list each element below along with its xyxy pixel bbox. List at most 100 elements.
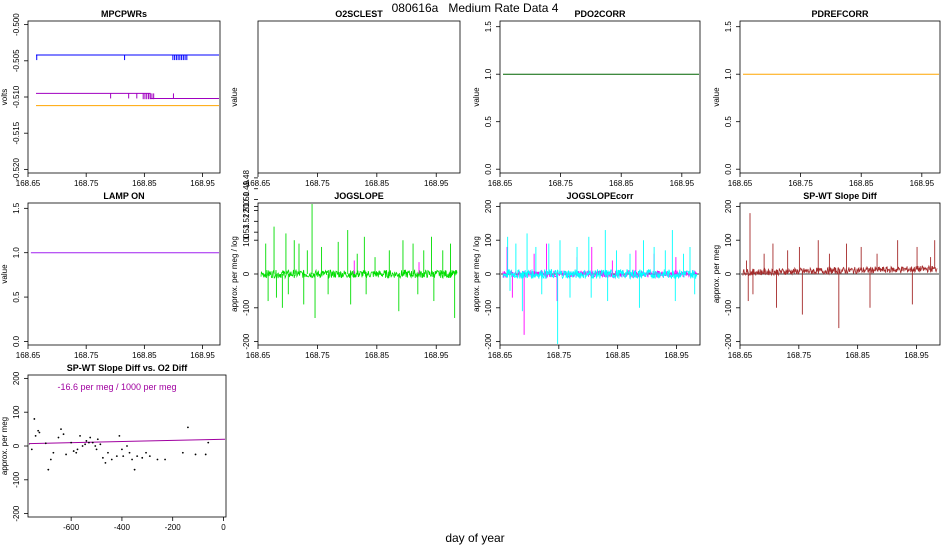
data-point xyxy=(141,456,144,459)
y-tick-label: -200 xyxy=(12,505,21,522)
plot-area xyxy=(501,230,699,344)
data-point xyxy=(96,438,99,441)
y-tick-label: 200 xyxy=(242,199,251,213)
y-tick-label: 200 xyxy=(724,199,733,213)
chart-title: MPCPWRs xyxy=(101,9,147,19)
y-tick-label: 0.5 xyxy=(484,116,493,128)
x-tick-label: 168.75 xyxy=(788,179,813,188)
x-tick-label: 168.75 xyxy=(74,351,99,360)
y-tick-label: 1.48 xyxy=(242,170,251,186)
data-point xyxy=(72,450,75,452)
x-tick-label: 168.95 xyxy=(910,179,935,188)
x-tick-label: 168.85 xyxy=(132,179,157,188)
data-point xyxy=(148,455,151,458)
data-point xyxy=(44,442,47,445)
y-tick-label: -200 xyxy=(724,333,733,350)
chart-title: JOGSLOPE xyxy=(334,191,384,201)
chart-title: PDO2CORR xyxy=(574,9,626,19)
x-tick-label: 168.95 xyxy=(190,179,215,188)
chart-title: O2SCLEST xyxy=(335,9,383,19)
data-point xyxy=(52,451,55,454)
page-title: 080616a Medium Rate Data 4 xyxy=(391,1,559,15)
chart-panel-o2sclest: O2SCLEST value 168.65 168.75 168.85 168.95 1.4… xyxy=(230,9,461,240)
data-point xyxy=(49,458,52,461)
data-point xyxy=(85,440,88,442)
x-tick-label: 168.65 xyxy=(728,179,753,188)
data-point xyxy=(81,445,84,447)
data-point xyxy=(110,458,113,461)
data-point xyxy=(47,468,50,471)
data-point xyxy=(194,453,197,456)
x-tick-label: 168.95 xyxy=(904,351,929,360)
y-tick-label: -100 xyxy=(12,471,21,488)
y-tick-label: 0 xyxy=(242,271,251,276)
x-tick-label: 168.85 xyxy=(845,351,870,360)
data-point xyxy=(76,448,79,451)
data-point xyxy=(89,436,92,439)
y-axis-label: approx. per meg xyxy=(0,417,9,475)
x-tick-label: 168.65 xyxy=(16,179,41,188)
data-point xyxy=(75,451,78,454)
y-tick-label: -100 xyxy=(724,299,733,316)
data-point xyxy=(88,441,90,444)
x-tick-label: 168.65 xyxy=(488,351,513,360)
chart-panel-pdo2corr: PDO2CORR value 168.65 168.75 168.85 168.95 0.0… xyxy=(472,9,701,188)
y-tick-label: 0 xyxy=(12,443,21,448)
data-point xyxy=(121,448,123,451)
x-axis-label: day of year xyxy=(445,531,505,545)
y-tick-label: 0 xyxy=(724,271,733,276)
plot-frame xyxy=(257,20,461,174)
y-tick-label: 1.5 xyxy=(12,202,21,214)
y-tick-label: 1.0 xyxy=(484,68,493,80)
data-point xyxy=(57,436,60,439)
y-tick-label: 0.0 xyxy=(12,335,21,347)
chart-panel-lampon: LAMP ON value 168.65 168.75 168.85 168.95 0.0 0… xyxy=(0,191,221,360)
y-tick-label: 200 xyxy=(12,371,21,385)
chart-title: PDREFCORR xyxy=(811,9,869,19)
data-point xyxy=(156,458,159,461)
y-axis-label: approx. per meg xyxy=(712,245,721,303)
x-tick-label: 168.85 xyxy=(605,351,630,360)
y-tick-label: 1.50 xyxy=(242,191,251,207)
data-point xyxy=(38,431,41,434)
chart-panel-jogslope: JOGSLOPE approx. per meg / log 168.65 168.7… xyxy=(230,191,461,360)
y-tick-label: 1.5 xyxy=(724,21,733,33)
data-point xyxy=(70,441,73,444)
y-tick-label: -100 xyxy=(484,299,493,316)
y-axis-label: value xyxy=(712,87,721,107)
x-tick-label: 0 xyxy=(221,523,226,532)
y-tick-label: -0.520 xyxy=(12,157,21,180)
chart-title: SP-WT Slope Diff vs. O2 Diff xyxy=(67,363,189,373)
y-tick-label: 100 xyxy=(724,233,733,247)
x-tick-label: 168.85 xyxy=(849,179,874,188)
plot-frame xyxy=(27,20,221,174)
data-point xyxy=(84,443,87,446)
x-tick-label: 168.95 xyxy=(424,179,449,188)
data-point xyxy=(104,462,107,464)
y-axis-label: approx. per meg / log xyxy=(230,236,239,312)
y-tick-label: -0.500 xyxy=(12,13,21,36)
y-tick-label: 200 xyxy=(484,199,493,213)
data-point xyxy=(79,434,81,437)
data-point xyxy=(133,468,136,471)
data-point xyxy=(164,458,166,461)
y-tick-label: -100 xyxy=(242,299,251,316)
data-point xyxy=(94,445,97,447)
data-point xyxy=(122,455,125,458)
data-point xyxy=(136,455,139,458)
data-point xyxy=(145,451,147,454)
y-tick-label: -200 xyxy=(484,333,493,350)
y-tick-label: -0.515 xyxy=(12,121,21,144)
data-point xyxy=(101,456,104,459)
fit-line xyxy=(29,438,225,445)
x-tick-label: 168.65 xyxy=(246,351,271,360)
chart-title: JOGSLOPEcorr xyxy=(566,191,634,201)
x-tick-label: 168.95 xyxy=(670,179,695,188)
y-tick-label: 0 xyxy=(484,271,493,276)
x-tick-label: 168.75 xyxy=(305,179,330,188)
x-tick-label: 168.85 xyxy=(365,351,390,360)
x-tick-label: 168.75 xyxy=(547,351,572,360)
data-point xyxy=(60,428,62,430)
chart-title: SP-WT Slope Diff xyxy=(803,191,877,201)
